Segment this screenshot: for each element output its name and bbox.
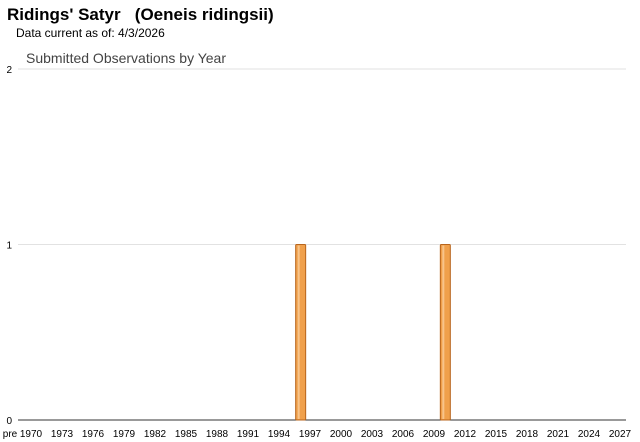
x-tick-label: 1970 (20, 429, 43, 440)
x-tick-label: 2024 (578, 429, 601, 440)
bar-highlight (297, 245, 300, 419)
x-tick-label: 2000 (330, 429, 353, 440)
x-tick-label: 1982 (144, 429, 167, 440)
x-tick-label: 1997 (299, 429, 322, 440)
page-title: Ridings' Satyr (Oeneis ridingsii) (7, 5, 274, 24)
x-tick-label: 2021 (547, 429, 570, 440)
y-tick-label: 1 (6, 241, 12, 252)
x-tick-label: 1979 (113, 429, 136, 440)
x-tick-label: pre (3, 429, 18, 440)
y-tick-label: 2 (6, 65, 12, 76)
data-current-date: Data current as of: 4/3/2026 (16, 26, 165, 40)
x-tick-label: 2003 (361, 429, 384, 440)
x-tick-label: 2018 (516, 429, 539, 440)
x-tick-label: 1973 (51, 429, 74, 440)
x-tick-label: 2009 (423, 429, 446, 440)
x-tick-label: 2015 (485, 429, 508, 440)
bar (439, 244, 451, 421)
x-tick-label: 1976 (82, 429, 105, 440)
chart-title: Submitted Observations by Year (26, 50, 227, 66)
y-tick-label: 0 (6, 416, 12, 427)
bar-highlight (442, 245, 445, 419)
x-tick-label: 1985 (175, 429, 198, 440)
x-tick-label: 2012 (454, 429, 477, 440)
x-tick-label: 1991 (237, 429, 260, 440)
x-tick-label: 2006 (392, 429, 415, 440)
x-tick-label: 2027 (609, 429, 632, 440)
x-tick-label: 1988 (206, 429, 229, 440)
x-tick-label: 1994 (268, 429, 291, 440)
bar (295, 244, 307, 421)
